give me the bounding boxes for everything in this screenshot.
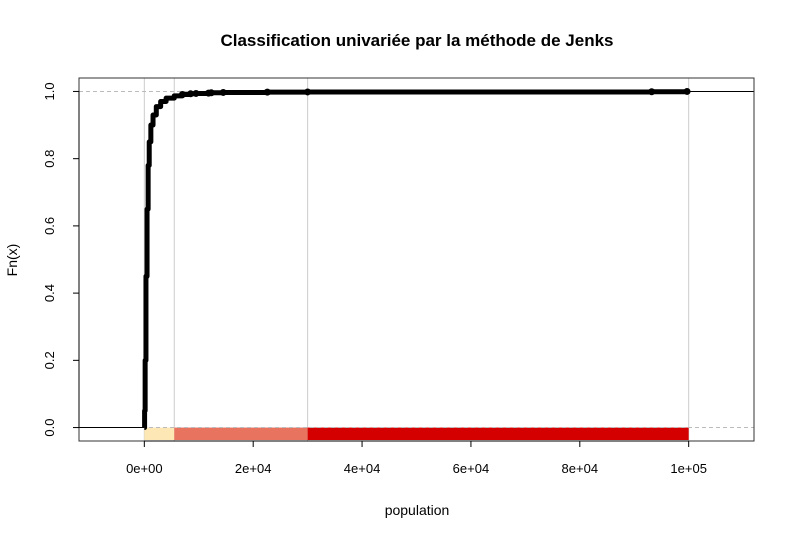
ecdf-point xyxy=(207,89,215,97)
x-tick-label: 8e+04 xyxy=(562,461,599,476)
y-tick-label: 0.8 xyxy=(42,150,57,168)
ecdf-curve xyxy=(142,89,690,431)
y-tick-label: 0.0 xyxy=(42,419,57,437)
x-tick-label: 2e+04 xyxy=(235,461,272,476)
ecdf-point xyxy=(192,89,200,97)
y-tick-label: 0.6 xyxy=(42,217,57,235)
y-tick-label: 0.4 xyxy=(42,284,57,302)
x-tick-label: 0e+00 xyxy=(126,461,163,476)
class-bar xyxy=(144,427,175,440)
y-tick-label: 0.2 xyxy=(42,351,57,369)
ecdf-point xyxy=(263,88,271,96)
ecdf-point xyxy=(178,90,186,98)
class-bar xyxy=(174,427,308,440)
y-axis-label: Fn(x) xyxy=(4,244,20,277)
x-tick-label: 4e+04 xyxy=(344,461,381,476)
ecdf-point xyxy=(219,88,227,96)
x-tick-label: 1e+05 xyxy=(670,461,707,476)
plot-frame xyxy=(78,77,755,442)
ecdf-point xyxy=(304,88,312,96)
x-axis-label: population xyxy=(385,502,450,518)
y-tick-label: 1.0 xyxy=(42,82,57,100)
x-tick-label: 6e+04 xyxy=(453,461,490,476)
ecdf-point xyxy=(648,88,656,96)
ecdf-point xyxy=(683,87,691,95)
class-bar xyxy=(307,427,689,440)
chart-title: Classification univariée par la méthode … xyxy=(220,31,613,50)
ecdf-point xyxy=(187,90,195,98)
